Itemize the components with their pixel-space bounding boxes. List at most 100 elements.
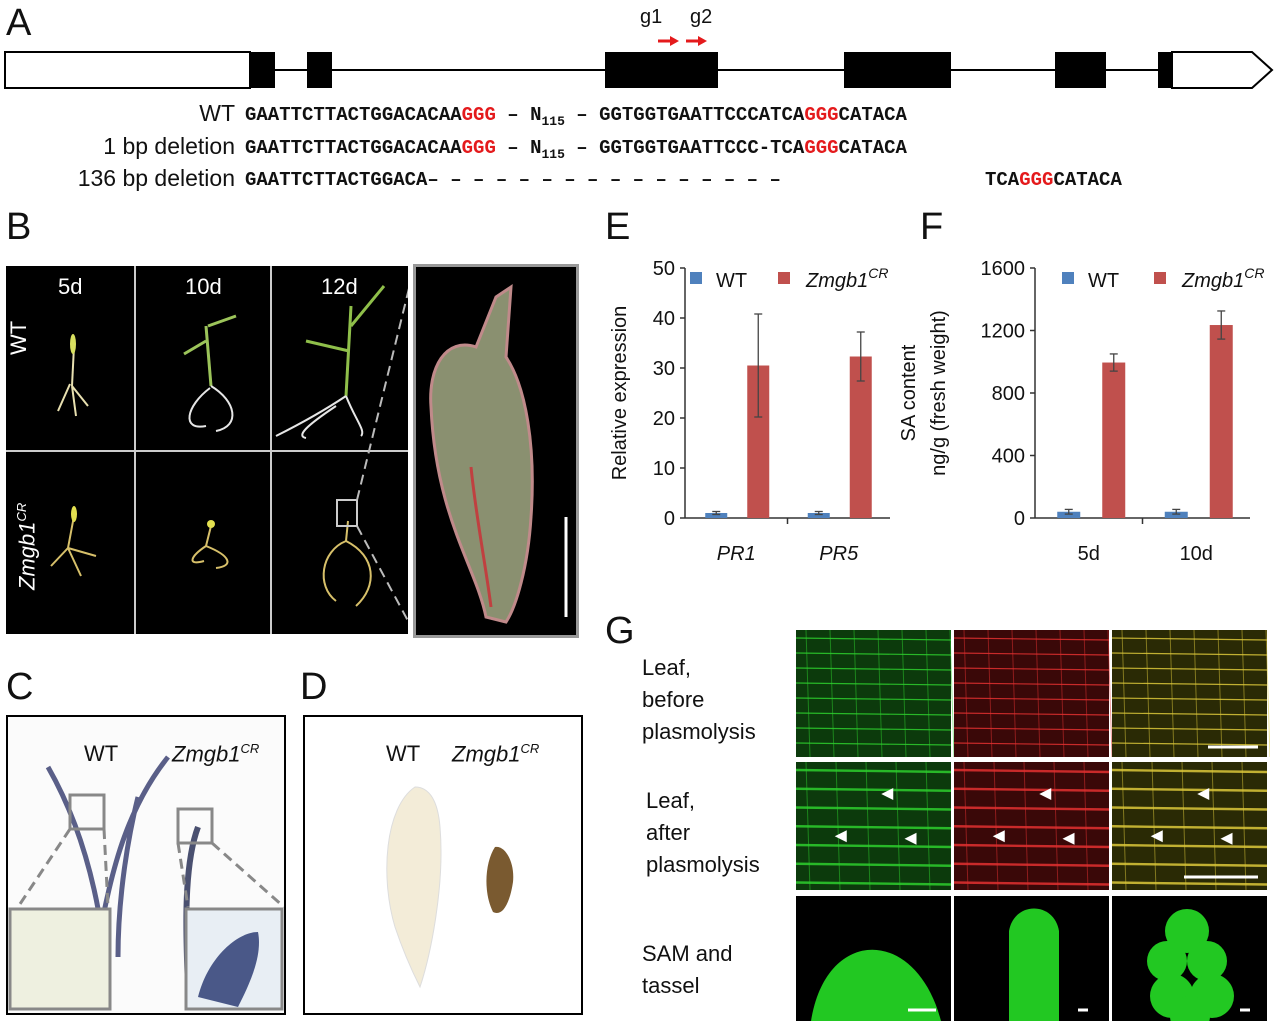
pam-site: GGG (1019, 169, 1054, 191)
cell-wall (829, 630, 835, 758)
seq-part: CATACA (1053, 169, 1122, 191)
cell-wall (953, 787, 1110, 792)
seq-part: TCA (985, 169, 1020, 191)
cell-wall (1083, 761, 1089, 891)
cell-wall (877, 630, 883, 758)
micro-tile-r1-c1 (796, 630, 955, 758)
g-row-label-2: Leaf, after plasmolysis (646, 785, 760, 881)
y-tick-label: 20 (653, 408, 675, 430)
legend-label-mut: Zmgb1CR (805, 265, 888, 292)
cell-wall (953, 806, 1110, 811)
g-row-line: after (646, 820, 691, 845)
seq-part: GGTGGTGAATTCCCATCA (599, 104, 805, 126)
cell-wall (796, 881, 952, 886)
cell-wall (796, 652, 952, 656)
seq-part: GGTGGTGAATTCCC-TCA (599, 137, 805, 159)
seq-part: CATACA (838, 137, 907, 159)
microscopy-grid (796, 630, 1270, 1021)
seq-part: GAATTCTTACTGGACACAA (245, 104, 462, 126)
cell-wall (1169, 630, 1175, 758)
cell-wall (835, 761, 841, 891)
seedling-mut-5d (50, 506, 97, 577)
legend-sup: CR (868, 265, 888, 281)
guide-arrow-g2 (686, 36, 707, 46)
legend-swatch-wt (1062, 272, 1074, 284)
micro-tile-r2-c2 (953, 761, 1110, 891)
arrowhead-marker (1062, 832, 1075, 845)
utr-3prime-arrow (1171, 51, 1274, 89)
cell-wall (796, 742, 952, 746)
x-category-label: PR5 (819, 543, 859, 565)
genotype-sup: CR (520, 741, 540, 756)
cell-wall (796, 682, 952, 686)
arrowhead-marker (992, 830, 1005, 843)
panel-label-d: D (300, 666, 328, 708)
panel-label-b: B (6, 206, 32, 248)
cell-wall (925, 761, 931, 891)
seq-row-label-1bp: 1 bp deletion (103, 133, 235, 159)
micro-tile-bg (796, 630, 951, 757)
genotype-name: Zmgb1 (172, 741, 241, 767)
shoot-closeup-drawing (429, 284, 568, 624)
genotype-label-wt: WT (6, 320, 31, 355)
seq-row-label-wt: WT (199, 100, 235, 126)
y-axis-title: SA content (898, 344, 920, 441)
legend-label-wt: WT (716, 270, 747, 292)
cell-wall (796, 697, 952, 701)
g-row-label-3: SAM and tassel (642, 938, 733, 1002)
cell-wall (1265, 630, 1270, 758)
panel-label-a: A (6, 2, 32, 44)
seedling-grid-lines (6, 266, 408, 634)
seq-part: CATACA (838, 104, 907, 126)
exon-5 (1055, 52, 1106, 88)
cell-wall (796, 787, 952, 792)
genotype-name: Zmgb1 (452, 741, 521, 767)
cell-wall (963, 761, 969, 891)
cell-wall (1111, 806, 1268, 811)
pam-site: GGG (461, 104, 496, 126)
genotype-name: Zmgb1 (14, 521, 40, 590)
legend-swatch-mut (1154, 272, 1166, 284)
y-tick-label: 1600 (981, 258, 1026, 280)
cell-wall (953, 697, 1110, 701)
legend-sup: CR (1244, 265, 1264, 281)
cell-wall (953, 862, 1110, 867)
cell-wall (1111, 742, 1268, 746)
meristem-shape (1009, 908, 1059, 1021)
cell-wall (1241, 630, 1247, 758)
arrowhead-marker (1197, 788, 1210, 800)
cell-wall (993, 761, 999, 891)
cell-wall (796, 843, 952, 849)
cell-wall (1023, 761, 1029, 891)
g-row-line: plasmolysis (642, 719, 756, 744)
cell-wall (1111, 843, 1268, 849)
cell-wall (796, 637, 952, 641)
seq-gap: – (564, 104, 600, 126)
panel-label-g: G (605, 610, 635, 652)
micro-tile-bg (954, 630, 1109, 757)
x-category-label: PR1 (717, 543, 756, 565)
bar-mut-5d (1102, 362, 1126, 518)
x-category-label: 5d (1078, 543, 1100, 565)
cell-wall (796, 825, 952, 830)
genotype-label-mut: Zmgb1CR (14, 503, 40, 590)
panel-d-wt-label: WT (386, 741, 421, 766)
pam-site: GGG (804, 104, 839, 126)
arrowhead-marker (834, 830, 847, 843)
cell-wall (1217, 630, 1223, 758)
cell-wall (1111, 787, 1268, 792)
cell-wall (796, 667, 952, 671)
arrowhead-marker (1150, 830, 1163, 843)
exon-3 (605, 52, 718, 88)
arrowhead-marker (881, 788, 894, 800)
y-axis-subtitle: ng/g (fresh weight) (928, 310, 950, 476)
cell-wall (1241, 761, 1247, 891)
pam-site: GGG (461, 137, 496, 159)
cell-wall (901, 630, 907, 758)
meristem-shape (811, 949, 941, 1021)
y-tick-label: 50 (653, 258, 675, 280)
arrowhead-marker (904, 832, 917, 845)
y-tick-label: 30 (653, 358, 675, 380)
tassel-spikelet (1165, 909, 1209, 953)
exon-4 (844, 52, 951, 88)
